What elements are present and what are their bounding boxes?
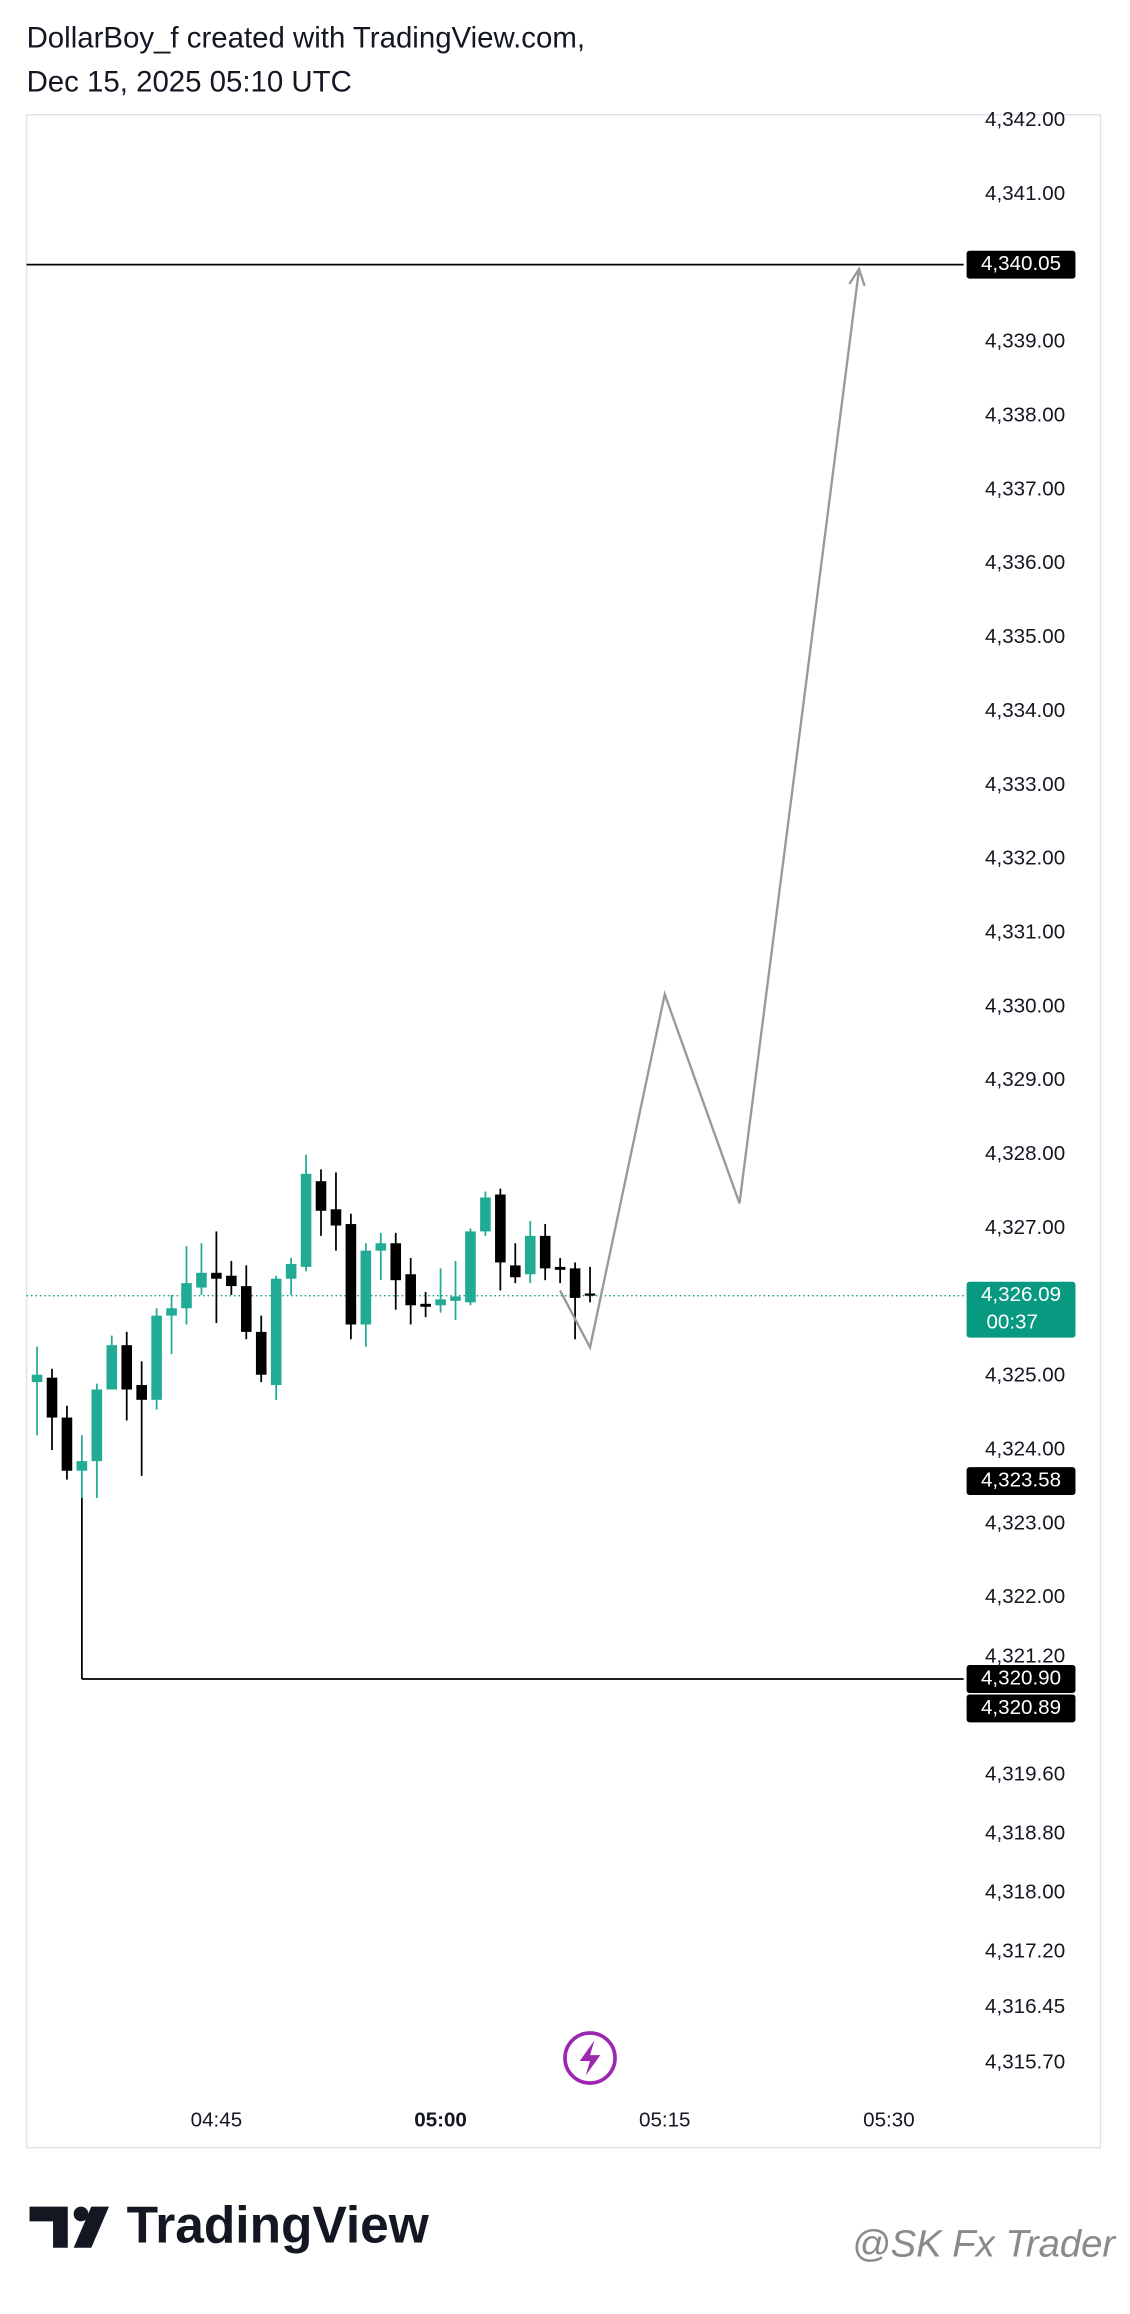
watermark: @SK Fx Trader <box>852 2222 1118 2265</box>
y-tick-label: 4,337.00 <box>985 477 1065 500</box>
flash-icon <box>563 2031 617 2085</box>
candle-body <box>330 1209 342 1226</box>
candle-body <box>554 1266 566 1270</box>
tradingview-logo: TradingView <box>127 2195 430 2253</box>
candle-body <box>240 1286 252 1332</box>
candle-body <box>569 1268 581 1298</box>
y-tick-label: 4,323.00 <box>985 1511 1065 1534</box>
candle-body <box>315 1181 327 1211</box>
y-tick-label: 4,336.00 <box>985 551 1065 574</box>
candle-body <box>255 1331 267 1375</box>
y-tick-label: 4,324.00 <box>985 1437 1065 1460</box>
y-tick-label: 4,316.45 <box>985 1995 1065 2018</box>
y-tick-label: 4,321.20 <box>985 1644 1065 1667</box>
candle-body <box>390 1243 402 1281</box>
price-label-box <box>966 250 1076 279</box>
x-tick-label: 05:15 <box>639 2109 691 2132</box>
price-label: 4,340.05 <box>981 252 1061 275</box>
price-label: 4,320.90 <box>981 1666 1061 1689</box>
y-tick-label: 4,333.00 <box>985 773 1065 796</box>
y-tick-label: 4,328.00 <box>985 1142 1065 1165</box>
y-tick-label: 4,325.00 <box>985 1364 1065 1387</box>
y-tick-label: 4,331.00 <box>985 920 1065 943</box>
y-tick-label: 4,330.00 <box>985 994 1065 1017</box>
candle-body <box>31 1374 43 1383</box>
candle-body <box>345 1224 357 1325</box>
price-label: 4,320.89 <box>981 1696 1061 1719</box>
candle-body <box>121 1345 133 1390</box>
header-author: DollarBoy_f created with TradingView.com… <box>27 21 585 54</box>
candle-body <box>76 1461 88 1471</box>
projection-arrowhead <box>848 266 866 287</box>
y-tick-label: 4,319.60 <box>985 1762 1065 1785</box>
candle-body <box>106 1345 118 1390</box>
candle-body <box>420 1303 431 1307</box>
candle-body <box>181 1283 192 1309</box>
candle-body <box>405 1274 416 1306</box>
candle-body <box>270 1278 282 1386</box>
y-tick-label: 4,315.70 <box>985 2050 1065 2073</box>
candle-body <box>435 1299 446 1306</box>
y-tick-label: 4,339.00 <box>985 330 1065 353</box>
x-tick-label: 05:00 <box>414 2109 467 2132</box>
y-tick-label: 4,322.00 <box>985 1585 1065 1608</box>
candle-body <box>61 1417 73 1471</box>
x-tick-label: 05:30 <box>863 2109 915 2132</box>
price-label-box <box>966 1694 1076 1723</box>
tradingview-logo-icon <box>29 2206 109 2248</box>
y-tick-label: 4,332.00 <box>985 847 1065 870</box>
candle-body <box>300 1173 312 1267</box>
candle-body <box>584 1293 596 1296</box>
price-countdown: 00:37 <box>986 1310 1038 1333</box>
candle-body <box>360 1250 372 1325</box>
projection-path <box>559 268 861 1351</box>
y-tick-label: 4,334.00 <box>985 699 1065 722</box>
candle-body <box>91 1389 103 1462</box>
y-tick-label: 4,342.00 <box>985 108 1065 131</box>
candle-body <box>285 1263 297 1279</box>
candle-body <box>510 1265 521 1278</box>
y-tick-label: 4,329.00 <box>985 1068 1065 1091</box>
x-tick-label: 04:45 <box>191 2109 243 2132</box>
candle-body <box>136 1385 147 1400</box>
price-label-box <box>966 1467 1076 1496</box>
plot-area <box>26 263 964 1680</box>
candle-body <box>480 1197 491 1232</box>
candle-body <box>495 1194 506 1263</box>
y-tick-label: 4,327.00 <box>985 1216 1065 1239</box>
price-label: 4,323.58 <box>981 1469 1061 1492</box>
header-date: Dec 15, 2025 05:10 UTC <box>27 66 352 99</box>
y-tick-label: 4,338.00 <box>985 404 1065 427</box>
y-tick-label: 4,341.00 <box>985 182 1065 205</box>
y-tick-label: 4,317.20 <box>985 1940 1065 1963</box>
candle-body <box>375 1243 387 1251</box>
candle-body <box>450 1296 461 1301</box>
y-tick-label: 4,318.80 <box>985 1822 1065 1845</box>
candle-body <box>196 1272 207 1288</box>
candle-body <box>524 1235 536 1275</box>
candle-body <box>166 1308 177 1316</box>
price-label: 4,326.09 <box>981 1283 1061 1306</box>
candle-body <box>539 1235 551 1269</box>
candle-body <box>211 1272 222 1279</box>
candle-body <box>151 1315 162 1400</box>
y-tick-label: 4,335.00 <box>985 625 1065 648</box>
price-label-box <box>966 1665 1076 1693</box>
y-tick-label: 4,318.00 <box>985 1881 1065 1904</box>
candle-body <box>226 1275 237 1287</box>
candle-body <box>46 1377 58 1418</box>
price-label-box <box>966 1281 1076 1338</box>
candle-body <box>465 1231 476 1303</box>
chart-frame <box>25 114 1102 2149</box>
